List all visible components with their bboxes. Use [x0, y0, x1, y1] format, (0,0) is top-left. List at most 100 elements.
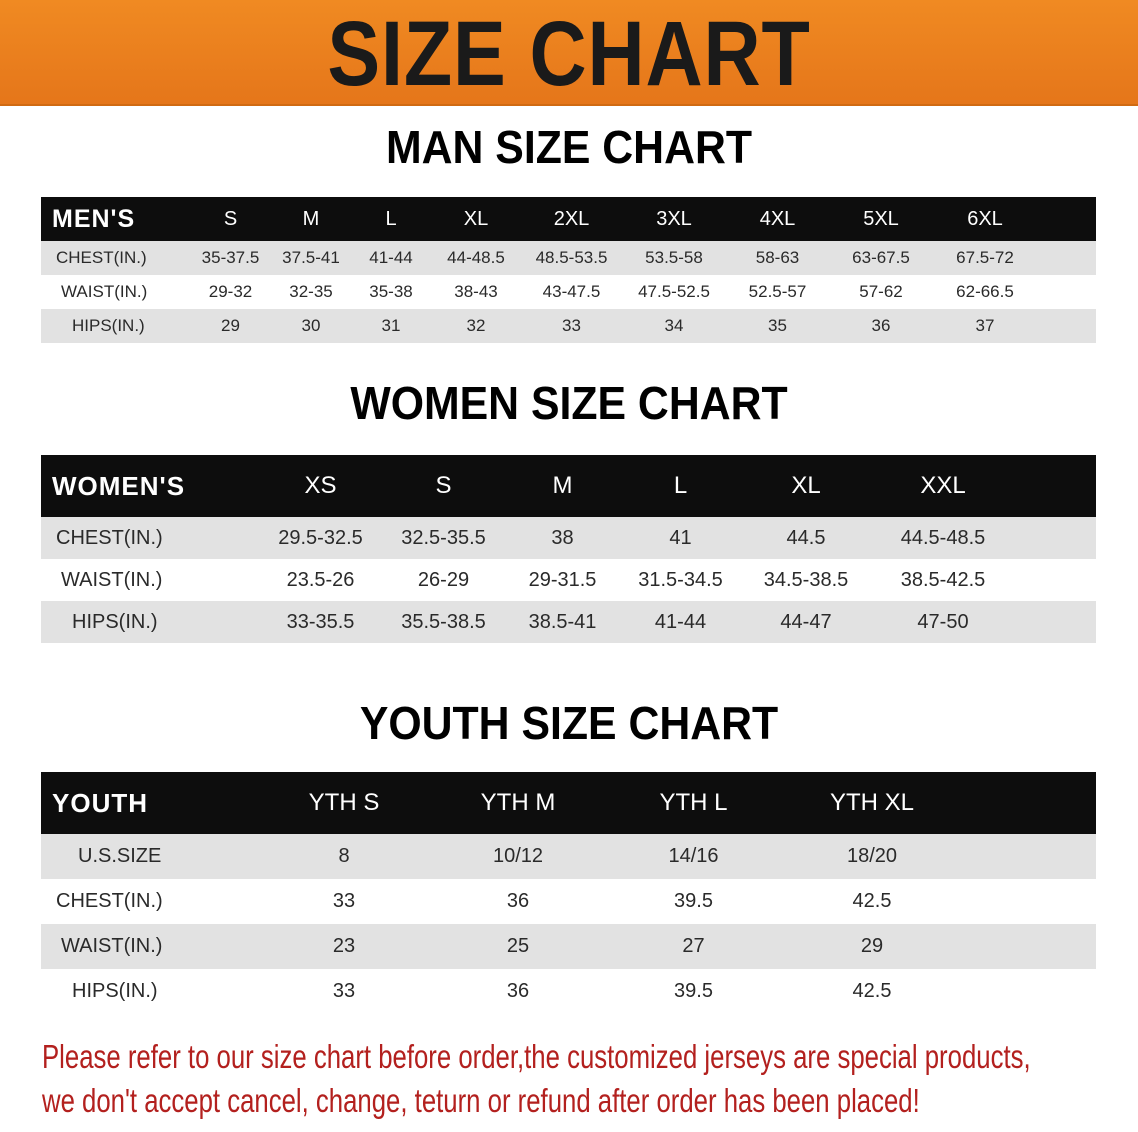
banner: SIZE CHART: [0, 0, 1138, 106]
table-cell: 34: [622, 309, 726, 343]
table-cell: 29: [190, 309, 271, 343]
header-cell: XL: [740, 455, 872, 517]
table-cell: 33: [521, 309, 622, 343]
banner-title: SIZE CHART: [327, 3, 811, 105]
header-cell: 2XL: [521, 197, 622, 241]
table-cell: 57-62: [829, 275, 933, 309]
table-cell: 52.5-57: [726, 275, 829, 309]
table-cell: 14/16: [605, 834, 782, 879]
table-row: CHEST(IN.) 35-37.5 37.5-41 41-44 44-48.5 48.5…: [41, 241, 1096, 275]
table-cell: 62-66.5: [933, 275, 1037, 309]
row-label: HIPS(IN.): [41, 969, 257, 1014]
table-cell: 35-38: [351, 275, 431, 309]
table-cell: 37.5-41: [271, 241, 351, 275]
row-label: WAIST(IN.): [41, 924, 257, 969]
youth-section-title: YOUTH SIZE CHART: [359, 697, 779, 749]
row-label: U.S.SIZE: [41, 834, 257, 879]
table-row: U.S.SIZE 8 10/12 14/16 18/20: [41, 834, 1096, 879]
table-row: HIPS(IN.) 33-35.5 35.5-38.5 38.5-41 41-44 44-…: [41, 601, 1096, 643]
table-row: WAIST(IN.) 29-32 32-35 35-38 38-43 43-47.5 47.…: [41, 275, 1096, 309]
notice-line-2: we don't accept cancel, change, teturn o…: [42, 1082, 920, 1119]
header-cell: L: [621, 455, 740, 517]
table-cell: 44-48.5: [431, 241, 521, 275]
table-cell: 32: [431, 309, 521, 343]
table-cell: 33: [257, 969, 431, 1014]
table-cell: 41-44: [621, 601, 740, 643]
table-cell: 48.5-53.5: [521, 241, 622, 275]
men-section-title: MAN SIZE CHART: [385, 121, 752, 173]
notice-line-1: Please refer to our size chart before or…: [42, 1038, 1031, 1075]
table-cell: 42.5: [782, 879, 962, 924]
header-cell: XXL: [872, 455, 1014, 517]
row-label: HIPS(IN.): [41, 309, 190, 343]
table-cell: 47.5-52.5: [622, 275, 726, 309]
row-label: CHEST(IN.): [41, 879, 257, 924]
table-cell: 42.5: [782, 969, 962, 1014]
table-cell: 34.5-38.5: [740, 559, 872, 601]
table-row: HIPS(IN.) 33 36 39.5 42.5: [41, 969, 1096, 1014]
table-cell: 38.5-42.5: [872, 559, 1014, 601]
header-cell: YOUTH: [41, 772, 257, 834]
table-cell: 35.5-38.5: [383, 601, 504, 643]
table-cell: 39.5: [605, 879, 782, 924]
table-cell: 8: [257, 834, 431, 879]
table-cell: 26-29: [383, 559, 504, 601]
row-label: HIPS(IN.): [41, 601, 258, 643]
youth-size-table: YOUTH YTH S YTH M YTH L YTH XL U.S.SIZE 8…: [41, 772, 1096, 1014]
table-cell: 35-37.5: [190, 241, 271, 275]
header-cell: YTH XL: [782, 772, 962, 834]
table-cell: 29.5-32.5: [258, 517, 383, 559]
row-label: CHEST(IN.): [41, 517, 258, 559]
table-cell: 29-31.5: [504, 559, 621, 601]
table-cell: 39.5: [605, 969, 782, 1014]
row-label: WAIST(IN.): [41, 275, 190, 309]
table-cell: 29: [782, 924, 962, 969]
table-cell: 33-35.5: [258, 601, 383, 643]
table-row: CHEST(IN.) 29.5-32.5 32.5-35.5 38 41 44.5 44.5…: [41, 517, 1096, 559]
table-cell: 41: [621, 517, 740, 559]
table-cell: 27: [605, 924, 782, 969]
header-cell: YTH M: [431, 772, 605, 834]
header-cell: 5XL: [829, 197, 933, 241]
table-cell: 67.5-72: [933, 241, 1037, 275]
table-cell: 47-50: [872, 601, 1014, 643]
table-cell: 44-47: [740, 601, 872, 643]
table-cell: 58-63: [726, 241, 829, 275]
table-cell: 44.5: [740, 517, 872, 559]
table-cell: 38: [504, 517, 621, 559]
table-cell: 18/20: [782, 834, 962, 879]
table-cell: 44.5-48.5: [872, 517, 1014, 559]
table-cell: 23: [257, 924, 431, 969]
header-cell: XL: [431, 197, 521, 241]
header-cell: S: [383, 455, 504, 517]
header-cell: 6XL: [933, 197, 1037, 241]
header-cell: S: [190, 197, 271, 241]
table-cell: 53.5-58: [622, 241, 726, 275]
header-cell: WOMEN'S: [41, 455, 258, 517]
table-cell: 23.5-26: [258, 559, 383, 601]
header-cell: XS: [258, 455, 383, 517]
table-cell: 35: [726, 309, 829, 343]
table-cell: 36: [431, 969, 605, 1014]
table-cell: 43-47.5: [521, 275, 622, 309]
table-cell: 37: [933, 309, 1037, 343]
table-row: HIPS(IN.) 29 30 31 32 33 34 35 36 37: [41, 309, 1096, 343]
table-header-row: MEN'S S M L XL 2XL 3XL 4XL 5XL 6XL: [41, 197, 1096, 241]
table-cell: 31: [351, 309, 431, 343]
table-cell: 41-44: [351, 241, 431, 275]
header-cell: 4XL: [726, 197, 829, 241]
header-cell: L: [351, 197, 431, 241]
table-cell: 25: [431, 924, 605, 969]
header-cell: YTH S: [257, 772, 431, 834]
header-cell: MEN'S: [41, 197, 190, 241]
table-row: WAIST(IN.) 23.5-26 26-29 29-31.5 31.5-34.5 34…: [41, 559, 1096, 601]
header-cell: M: [271, 197, 351, 241]
table-header-row: WOMEN'S XS S M L XL XXL: [41, 455, 1096, 517]
header-cell: M: [504, 455, 621, 517]
table-cell: 30: [271, 309, 351, 343]
women-size-table: WOMEN'S XS S M L XL XXL CHEST(IN.) 29.5-3…: [41, 455, 1096, 643]
table-cell: 36: [829, 309, 933, 343]
table-cell: 10/12: [431, 834, 605, 879]
table-cell: 38-43: [431, 275, 521, 309]
table-header-row: YOUTH YTH S YTH M YTH L YTH XL: [41, 772, 1096, 834]
